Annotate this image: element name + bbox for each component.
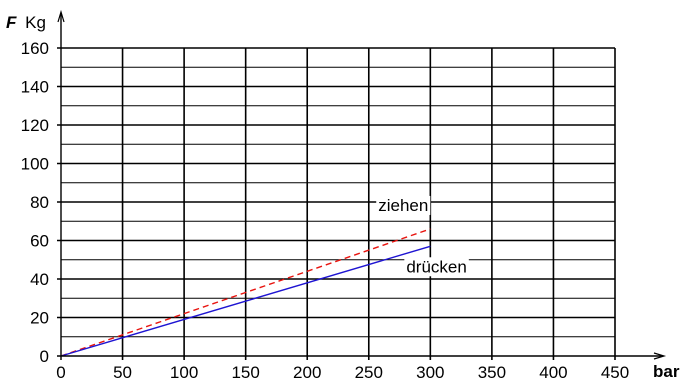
y-tick-label: 120 — [21, 116, 49, 135]
series-label-background — [376, 195, 431, 215]
x-axis-title: bar — [653, 362, 680, 381]
y-tick-label: 160 — [21, 39, 49, 58]
x-tick-label: 400 — [539, 363, 567, 382]
x-tick-label: 300 — [416, 363, 444, 382]
x-tick-label: 0 — [56, 363, 65, 382]
series-label-1: drücken — [406, 257, 466, 276]
x-tick-label: 250 — [355, 363, 383, 382]
series-label-background — [404, 257, 469, 277]
x-tick-label: 450 — [601, 363, 629, 382]
axes — [57, 9, 667, 360]
series-line-0 — [60, 228, 431, 357]
grid-minor — [61, 66, 615, 338]
series-label-0: ziehen — [378, 196, 428, 215]
x-tick-label: 350 — [478, 363, 506, 382]
y-tick-label: 20 — [30, 309, 49, 328]
x-tick-label: 150 — [231, 363, 259, 382]
y-tick-label: 100 — [21, 155, 49, 174]
x-tick-label: 200 — [293, 363, 321, 382]
series-labels: ziehen drücken — [376, 195, 469, 277]
y-tick-label: 0 — [40, 347, 49, 366]
x-axis-arrow — [653, 352, 667, 360]
series-line-1 — [60, 245, 431, 357]
y-tick-label: 60 — [30, 232, 49, 251]
y-axis-arrow — [57, 9, 65, 23]
y-axis-title: F Kg — [6, 13, 46, 32]
y-tick-label: 40 — [30, 270, 49, 289]
y-tick-label: 140 — [21, 78, 49, 97]
grid-major — [57, 47, 616, 360]
x-tick-label: 50 — [113, 363, 132, 382]
series-layer — [60, 228, 431, 357]
y-axis-unit: Kg — [25, 13, 46, 32]
y-tick-label: 80 — [30, 193, 49, 212]
x-tick-label: 100 — [170, 363, 198, 382]
tick-labels: 0 20 40 60 80 100 120 140 160 0 50 100 150 200 250 300 3… — [21, 39, 630, 382]
y-axis-symbol: F — [6, 13, 17, 32]
